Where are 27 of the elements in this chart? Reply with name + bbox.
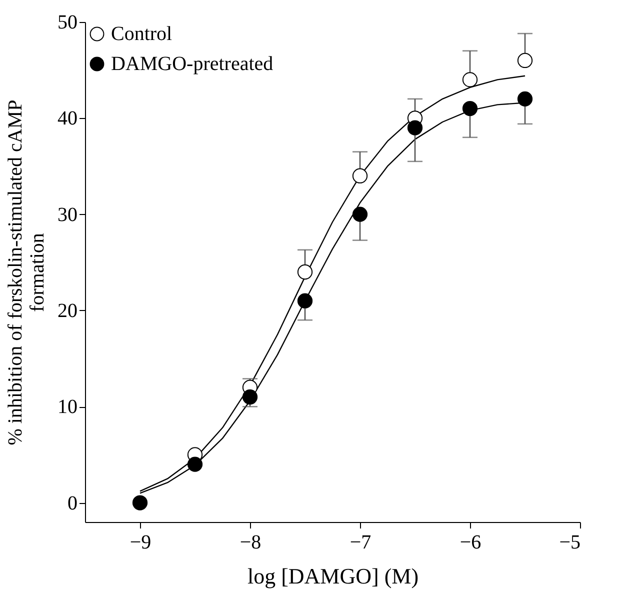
point	[462, 100, 478, 116]
point	[242, 389, 258, 405]
y-axis-title: % inhibition of forskolin-stimulated cAMP formation	[4, 100, 48, 446]
point	[407, 120, 423, 136]
y-tick-label: 10	[58, 396, 78, 418]
x-tick-label: −5	[559, 532, 580, 554]
x-axis-title: log [DAMGO] (M)	[247, 564, 419, 588]
point	[517, 91, 533, 106]
point	[132, 495, 148, 510]
y-tick-label: 30	[58, 204, 78, 226]
x-tick-label: −7	[350, 532, 372, 554]
y-tick-label: 20	[58, 300, 78, 322]
point	[187, 456, 203, 472]
legend-label: DAMGO-pretreated	[111, 53, 274, 75]
x-tick-label: −9	[130, 532, 152, 554]
legend-label: Control	[111, 23, 173, 45]
point	[297, 264, 313, 280]
point	[297, 293, 313, 308]
y-tick-label: 50	[58, 12, 78, 34]
y-tick-label: 40	[58, 108, 78, 130]
point	[462, 72, 478, 88]
x-tick-label: −6	[460, 532, 482, 554]
point	[352, 206, 368, 222]
point	[352, 168, 368, 184]
point	[517, 52, 533, 68]
x-tick-label: −8	[240, 532, 262, 554]
y-tick-label: 0	[68, 492, 78, 514]
